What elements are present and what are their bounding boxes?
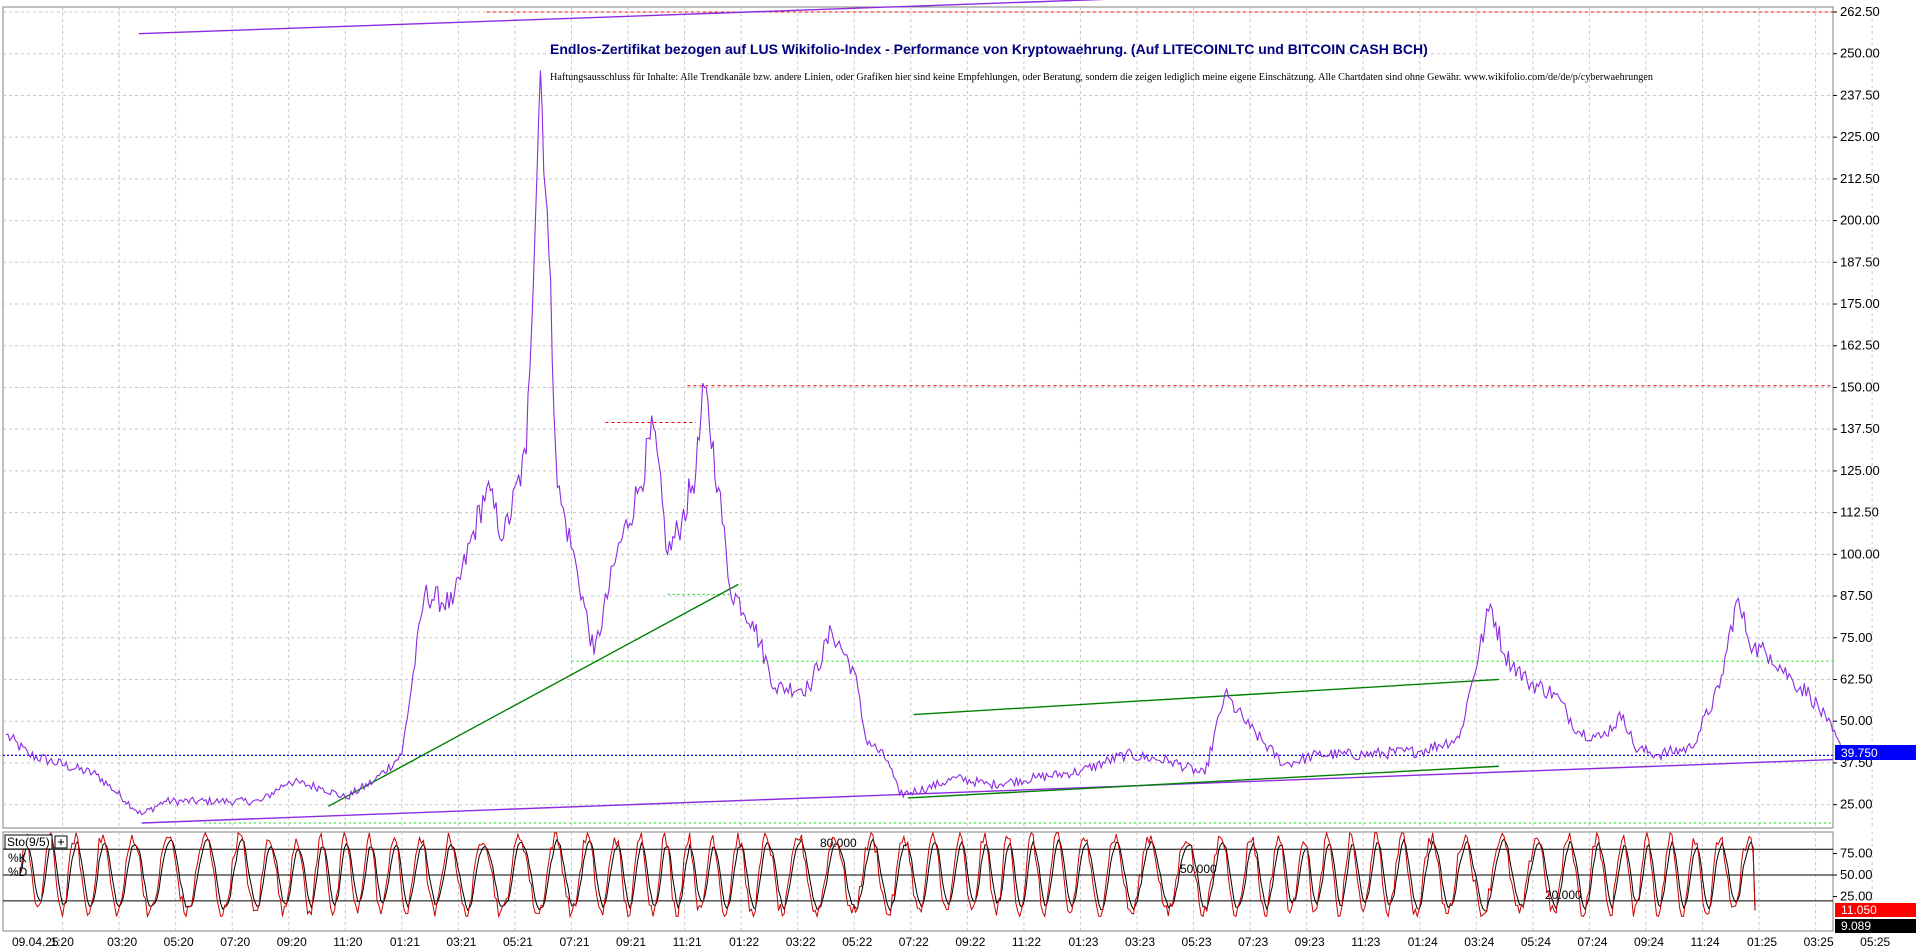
- x-tick-label: 01:24: [1408, 935, 1438, 948]
- indicator-y-tick-label: 75.00: [1840, 846, 1873, 861]
- y-tick-label: 212.50: [1840, 171, 1880, 186]
- k-value-badge: [1835, 903, 1916, 917]
- y-tick-label: 150.00: [1840, 379, 1880, 394]
- price-line: [5, 70, 1850, 816]
- x-tick-label: 05:25: [1860, 935, 1890, 948]
- x-tick-label: 07:20: [220, 935, 250, 948]
- indicator-k-label: %K: [8, 851, 27, 865]
- x-tick-label: 05:20: [164, 935, 194, 948]
- y-tick-label: 200.00: [1840, 213, 1880, 228]
- y-tick-label: 100.00: [1840, 546, 1880, 561]
- y-tick-label: 250.00: [1840, 46, 1880, 61]
- y-tick-label: 112.50: [1840, 505, 1879, 520]
- y-tick-label: 237.50: [1840, 87, 1880, 102]
- indicator-name-box: [4, 834, 53, 850]
- y-tick-label: 162.50: [1840, 338, 1880, 353]
- indicator-level-label: 80.000: [820, 836, 857, 850]
- stochastic-panel: 80.000 50.000 20.000 75.00 50.00 25.00: [3, 831, 1873, 919]
- y-tick-label: 225.00: [1840, 129, 1880, 144]
- x-tick-label: 01:25: [1747, 935, 1777, 948]
- indicator-level-label: 50.000: [1180, 862, 1217, 876]
- x-tick-label: 07:21: [560, 935, 590, 948]
- y-tick-label: 187.50: [1840, 254, 1880, 269]
- x-tick-label: 03:23: [1125, 935, 1155, 948]
- x-axis: 09.04.251:20 03:20 05:20 07:20 09:20 11:20 01:…: [12, 935, 1891, 948]
- d-value-badge: [1835, 919, 1916, 933]
- y-tick-label: 62.50: [1840, 671, 1873, 686]
- y-tick-label: 87.50: [1840, 588, 1873, 603]
- x-tick-label: 11:20: [333, 935, 362, 948]
- stochastic-k-line: [19, 831, 1756, 919]
- indicator-level-label: 20.000: [1545, 888, 1582, 902]
- y-tick-label: 75.00: [1840, 630, 1873, 645]
- x-tick-label: 09:24: [1634, 935, 1664, 948]
- x-tick-label: 07:22: [899, 935, 929, 948]
- indicator-expand-icon[interactable]: [54, 835, 68, 849]
- last-value-badge: [1835, 745, 1916, 760]
- last-value-label: 39.750: [1841, 746, 1878, 760]
- y-tick-label: 125.00: [1840, 463, 1880, 478]
- y-tick-label: 175.00: [1840, 296, 1880, 311]
- y-tick-label: 137.50: [1840, 421, 1880, 436]
- chart-title: Endlos-Zertifikat bezogen auf LUS Wikifo…: [550, 41, 1428, 57]
- main-plot-frame: [2, 6, 1834, 829]
- indicator-y-tick-label: 25.00: [1840, 889, 1873, 904]
- x-tick-label: 05:24: [1521, 935, 1551, 948]
- trendline: [141, 758, 1834, 824]
- trendlines: [138, 0, 1834, 824]
- trendline: [138, 0, 1106, 35]
- x-tick-label: 05:22: [842, 935, 872, 948]
- x-tick-label: 11:22: [1012, 935, 1041, 948]
- x-tick-label: 09:23: [1295, 935, 1325, 948]
- indicator-d-label: %D: [8, 865, 28, 879]
- x-tick-label: 11:24: [1691, 935, 1720, 948]
- grid: [2, 6, 1873, 932]
- x-tick-label: 03:21: [446, 935, 476, 948]
- stochastic-d-line: [19, 837, 1756, 913]
- x-tick-label: 11:21: [673, 935, 702, 948]
- chart-disclaimer: Haftungsausschluss für Inhalte: Alle Tre…: [550, 72, 1653, 83]
- d-value-label: 9.089: [1841, 919, 1871, 933]
- indicator-name: Sto(9/5): [7, 835, 50, 849]
- x-tick-label: 05:21: [503, 935, 533, 948]
- x-tick-label: 05:23: [1182, 935, 1212, 948]
- x-tick-label: 07:23: [1238, 935, 1268, 948]
- indicator-plot-frame: [2, 831, 1834, 932]
- x-tick-label: 03:22: [786, 935, 816, 948]
- x-tick-label: 09:22: [955, 935, 985, 948]
- x-tick-label: 09:21: [616, 935, 646, 948]
- x-tick-label: 03:25: [1804, 935, 1834, 948]
- x-tick-label: 01:23: [1068, 935, 1098, 948]
- x-tick-label: 1:20: [51, 935, 75, 948]
- x-tick-label: 11:23: [1351, 935, 1380, 948]
- k-value-label: 11.050: [1841, 903, 1877, 917]
- x-tick-label: 01:21: [390, 935, 420, 948]
- trendline: [913, 678, 1499, 716]
- x-tick-label: 07:24: [1577, 935, 1607, 948]
- trendline: [328, 583, 739, 807]
- x-tick-label: 09.04.25: [12, 935, 59, 948]
- trendline: [907, 765, 1499, 799]
- indicator-y-tick-label: 50.00: [1840, 867, 1873, 882]
- y-tick-label: 50.00: [1840, 713, 1873, 728]
- y-axis: 262.50 250.00 237.50 225.00 212.50 200.00 187.…: [1833, 4, 1880, 812]
- price-series: [5, 70, 1850, 816]
- x-tick-label: 01:22: [729, 935, 759, 948]
- y-tick-label: 262.50: [1840, 4, 1880, 19]
- x-tick-label: 03:20: [107, 935, 137, 948]
- horizontal-levels: [3, 11, 1833, 824]
- y-tick-label: 25.00: [1840, 797, 1873, 812]
- x-tick-label: 09:20: [277, 935, 307, 948]
- x-tick-label: 03:24: [1464, 935, 1494, 948]
